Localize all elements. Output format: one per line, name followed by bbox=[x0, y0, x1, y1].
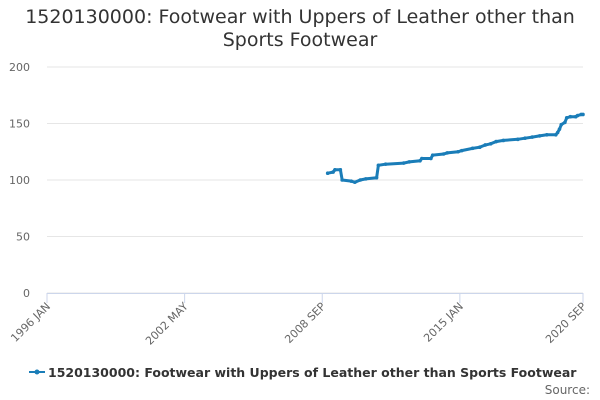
data-point bbox=[516, 137, 520, 142]
data-point bbox=[441, 152, 446, 156]
data-point bbox=[483, 143, 488, 147]
data-point bbox=[353, 180, 357, 185]
data-point bbox=[401, 161, 406, 165]
data-point bbox=[445, 151, 449, 155]
data-point bbox=[363, 177, 368, 181]
data-point bbox=[530, 135, 535, 139]
data-point bbox=[563, 120, 567, 125]
data-point bbox=[358, 178, 363, 182]
y-tick-label: 200 bbox=[9, 61, 30, 74]
data-point bbox=[340, 178, 344, 182]
data-point bbox=[575, 113, 580, 118]
data-point bbox=[325, 171, 330, 176]
data-point bbox=[349, 179, 354, 183]
data-point bbox=[470, 146, 475, 151]
legend-label: 1520130000: Footwear with Uppers of Leat… bbox=[48, 365, 577, 380]
x-tick-label: 1996 JAN bbox=[8, 300, 53, 345]
data-point bbox=[420, 156, 424, 161]
data-point bbox=[537, 134, 542, 138]
data-point bbox=[501, 138, 506, 143]
x-tick-label: 2015 JAN bbox=[421, 300, 466, 345]
data-point bbox=[333, 168, 337, 172]
data-point bbox=[456, 149, 460, 154]
data-point bbox=[568, 114, 573, 119]
y-tick-label: 0 bbox=[23, 287, 30, 300]
data-point bbox=[488, 142, 493, 146]
data-point bbox=[430, 153, 435, 157]
legend-marker bbox=[34, 369, 40, 375]
y-tick-label: 150 bbox=[9, 118, 30, 131]
data-point bbox=[429, 156, 433, 161]
x-tick-label: 2002 MAY bbox=[143, 300, 191, 348]
data-point bbox=[374, 175, 379, 180]
data-point bbox=[477, 145, 482, 150]
data-point bbox=[407, 160, 411, 164]
data-point bbox=[376, 163, 381, 168]
y-tick-label: 100 bbox=[9, 174, 30, 187]
data-point bbox=[383, 162, 388, 166]
y-tick-label: 50 bbox=[16, 231, 30, 244]
data-point bbox=[555, 130, 560, 135]
data-point bbox=[544, 133, 549, 137]
data-point bbox=[523, 136, 527, 140]
x-tick-label: 2008 SEP bbox=[282, 300, 328, 346]
data-point bbox=[494, 139, 498, 144]
source: Source: bbox=[545, 383, 590, 397]
data-point bbox=[564, 116, 569, 120]
data-point bbox=[338, 168, 343, 172]
x-tick-label: 2020 SEP bbox=[543, 300, 589, 346]
data-point bbox=[557, 127, 562, 131]
data-point bbox=[581, 112, 585, 117]
data-line bbox=[327, 113, 583, 184]
data-point bbox=[459, 148, 464, 153]
data-point bbox=[559, 122, 564, 127]
chart-title: 1520130000: Footwear with Uppers of Leat… bbox=[25, 6, 575, 51]
